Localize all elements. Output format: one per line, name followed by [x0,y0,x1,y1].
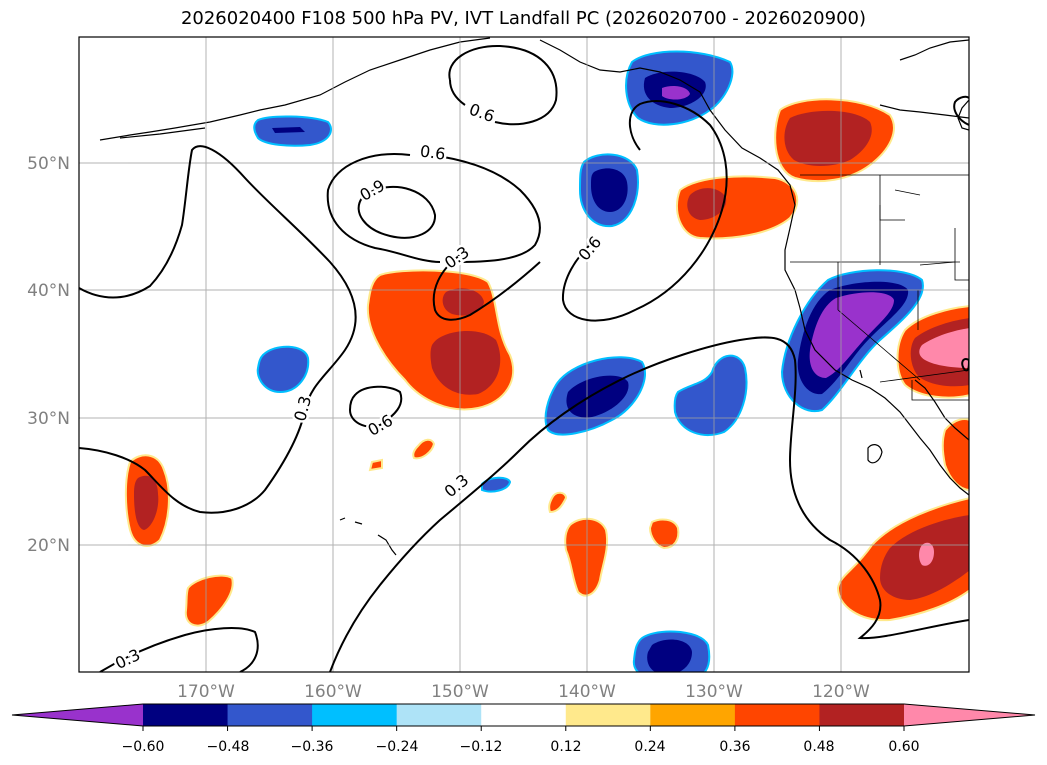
colorbar-segment [312,704,398,726]
max-positive-core [919,542,934,566]
colorbar-extend-high [904,704,1035,726]
strong-positive-core [687,188,727,220]
colorbar-tick-label: −0.24 [376,739,419,755]
lon-tick-label: 120°W [812,682,870,702]
pv-contours [79,44,969,672]
colorbar-segment [481,704,567,726]
colorbar-tick-label: 0.36 [719,739,750,755]
strong-negative-core [647,639,692,672]
map-frame [78,36,970,673]
positive-anomaly-blob [412,438,436,460]
colorbar-tick-label: 0.24 [634,739,665,755]
strong-positive-core [784,110,872,166]
colorbar-segment [143,704,229,726]
positive-anomaly-blob [368,458,383,472]
strong-negative-core [566,375,629,418]
lat-tick-label: 30°N [27,409,70,429]
strong-positive-core [442,288,484,316]
colorbar-segment [734,704,820,726]
colorbar-tick-label: 0.60 [888,739,919,755]
lon-tick-label: 150°W [431,682,489,702]
positive-anomaly-blob [564,517,609,597]
strong-positive-core [134,475,159,530]
colorbar-segment [396,704,482,726]
colorbar-segment [819,704,905,726]
lat-tick-label: 40°N [27,281,70,301]
colorbar-tick-label: −0.36 [291,739,334,755]
weak-negative-blob [481,476,512,493]
colorbar-segment [227,704,313,726]
contour-label: 0.6 [419,141,447,163]
strong-negative-core [272,127,305,133]
colorbar-tick-label: −0.60 [122,739,165,755]
colorbar-tick-label: −0.12 [460,739,503,755]
positive-anomaly-blob [548,491,568,514]
strong-positive-core [430,330,501,395]
colorbar-extend-low [12,704,143,726]
longitude-labels: 170°W 160°W 150°W 140°W 130°W 120°W [177,682,870,702]
negative-anomaly-blob [256,345,310,394]
colorbar-segment [650,704,736,726]
lon-tick-label: 130°W [685,682,743,702]
colorbar-tick-label: 0.12 [550,739,581,755]
lat-tick-label: 50°N [27,154,70,174]
chart-title: 2026020400 F108 500 hPa PV, IVT Landfall… [180,8,867,29]
colorbar: −0.60 −0.48 −0.36 −0.24 −0.12 0.12 0.24 … [11,703,1036,755]
lon-tick-label: 140°W [558,682,616,702]
lat-tick-label: 20°N [27,536,70,556]
colorbar-tick-label: 0.48 [803,739,834,755]
max-negative-core [809,292,894,378]
colorbar-segment [565,704,651,726]
positive-anomaly-blob [184,574,234,627]
positive-anomaly-blob [648,518,680,550]
negative-anomaly-blob [673,354,748,437]
lon-tick-label: 170°W [177,682,235,702]
lon-tick-label: 160°W [304,682,362,702]
colorbar-tick-label: −0.48 [207,739,250,755]
grid-lines [79,37,969,672]
state-borders [790,174,969,401]
max-negative-core [662,86,690,100]
latitude-labels: 50°N 40°N 30°N 20°N [27,154,70,556]
map-content: 0.6 0.6 0.9 0.3 0.6 0.3 0.6 0.3 0.3 [79,37,969,672]
max-positive-core [919,328,969,368]
coastlines [99,37,969,556]
strong-negative-core [591,168,628,212]
